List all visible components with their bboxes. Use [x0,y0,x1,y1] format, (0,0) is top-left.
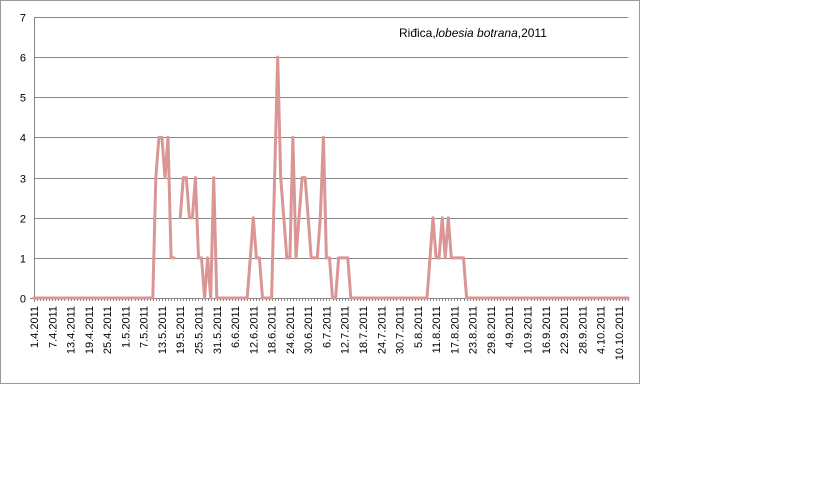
x-tick-label: 28.9.2011 [577,306,589,354]
x-tick-label: 25.4.2011 [102,306,114,354]
x-tick-label: 11.8.2011 [431,306,443,353]
title-part: lobesia botrana [436,26,518,40]
gridlines [34,17,628,259]
x-tick-label: 7.5.2011 [139,306,151,348]
x-tick-label: 19.4.2011 [84,306,96,354]
y-tick-labels: 0 1 2 3 4 5 6 7 [20,13,26,306]
x-tick-label: 18.7.2011 [358,306,370,354]
y-tick-label: 5 [20,93,26,105]
line-chart: 0 1 2 3 4 5 6 7 1.4.2011 7.4.2011 13.4.2011 19.4.2… [20,13,630,360]
y-tick-label: 1 [20,254,26,266]
x-tick-label: 6.7.2011 [321,306,333,348]
y-tick-label: 4 [20,133,26,145]
title-part: Riđica, [399,26,436,40]
y-tick-label: 2 [20,214,26,226]
series-layer [32,55,630,300]
series-line-segment [178,55,630,300]
x-tick-label: 17.8.2011 [449,306,461,354]
x-tick-label: 24.6.2011 [285,306,297,354]
y-tick-label: 3 [20,174,26,186]
title-part: ,2011 [518,26,547,40]
x-tick-label: 1.5.2011 [120,306,132,348]
y-tick-label: 6 [20,53,26,65]
x-tick-label: 4.9.2011 [504,306,516,348]
series-line-segment [32,135,176,300]
x-tick-label: 5.8.2011 [413,306,425,348]
x-tick-label: 10.10.2011 [614,306,626,360]
x-tick-label: 22.9.2011 [559,306,571,354]
x-tick-label: 30.7.2011 [395,306,407,354]
x-tick-label: 7.4.2011 [47,306,59,348]
y-tick-label: 0 [20,294,26,306]
x-tick-label: 1.4.2011 [29,306,41,348]
x-tick-label: 4.10.2011 [596,306,608,354]
x-tick-label: 12.6.2011 [248,306,260,354]
x-tick-label: 30.6.2011 [303,306,315,354]
x-tick-label: 12.7.2011 [340,306,352,354]
x-tick-label: 16.9.2011 [541,306,553,354]
x-tick-labels: 1.4.2011 7.4.2011 13.4.2011 19.4.2011 25.4.2… [29,306,626,360]
x-tick-label: 31.5.2011 [212,306,224,354]
chart-title: Riđica,lobesia botrana,2011 [399,26,547,40]
x-tick-label: 13.4.2011 [66,306,78,354]
x-tick-label: 29.8.2011 [486,306,498,354]
x-tick-label: 6.6.2011 [230,306,242,348]
y-tick-label: 7 [20,13,26,25]
x-tick-label: 13.5.2011 [157,306,169,354]
x-tick-label: 23.8.2011 [468,306,480,354]
x-tick-label: 19.5.2011 [175,306,187,354]
x-tick-label: 25.5.2011 [193,306,205,354]
chart-area: 0 1 2 3 4 5 6 7 1.4.2011 7.4.2011 13.4.2011 19.4.2… [0,0,640,384]
x-tick-label: 24.7.2011 [376,306,388,354]
x-tick-label: 18.6.2011 [267,306,279,354]
x-tick-label: 10.9.2011 [522,306,534,354]
